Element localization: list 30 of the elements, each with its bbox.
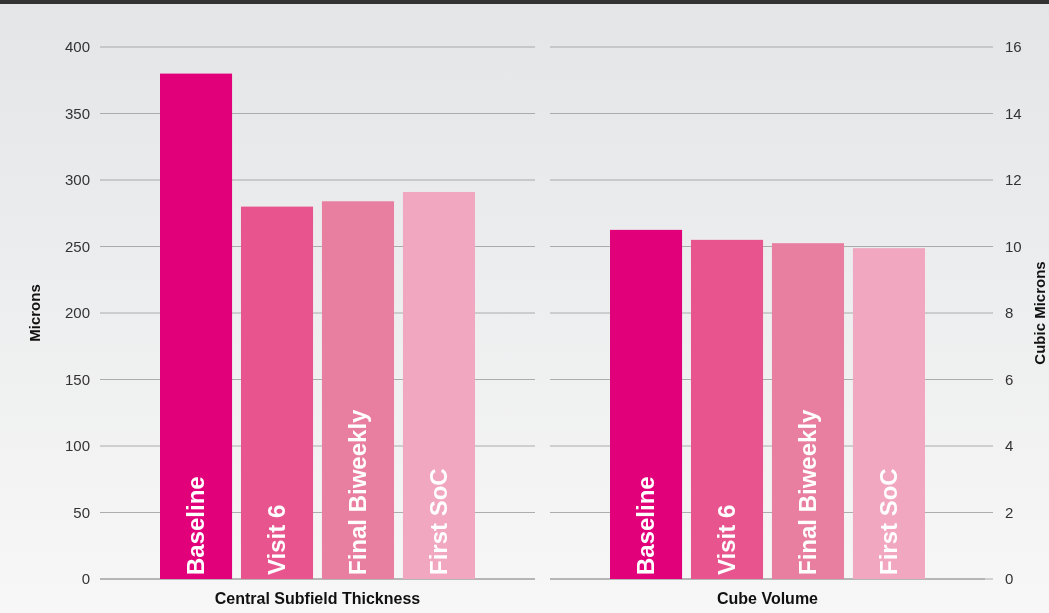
x-tick-label: First SoC — [875, 468, 903, 575]
y-tick-label: 250 — [64, 237, 90, 255]
y2-tick-label: 2 — [1005, 503, 1014, 521]
y-tick-label: 200 — [64, 304, 90, 322]
y2-tick-label: 10 — [1005, 237, 1022, 255]
y2-tick-label: 12 — [1005, 171, 1022, 189]
y-tick-label: 0 — [81, 570, 90, 588]
y-tick-label: 400 — [64, 38, 90, 56]
y-tick-label: 100 — [64, 437, 90, 455]
y2-tick-label: 4 — [1005, 437, 1014, 455]
y2-tick-label: 14 — [1005, 104, 1022, 122]
x-tick-label: First SoC — [425, 468, 453, 575]
y-axis-title: Microns — [26, 284, 44, 342]
x-axis-title: Central Subfield Thickness — [214, 590, 421, 607]
y2-tick-label: 0 — [1005, 570, 1014, 588]
y2-axis-title: Cubic Microns — [1031, 261, 1049, 365]
y2-tick-label: 6 — [1005, 370, 1014, 388]
y2-tick-label: 8 — [1005, 304, 1014, 322]
x-tick-label: Final Biweekly — [794, 408, 822, 575]
x-tick-label: Baseline — [632, 476, 660, 575]
y-tick-label: 150 — [64, 370, 90, 388]
x-tick-label: Baseline — [182, 476, 210, 575]
y-tick-label: 350 — [64, 104, 90, 122]
x-tick-label: Visit 6 — [713, 504, 741, 575]
x-tick-label: Final Biweekly — [344, 408, 372, 575]
y-tick-label: 50 — [73, 503, 90, 521]
x-tick-label: Visit 6 — [263, 504, 291, 575]
y2-tick-label: 16 — [1005, 38, 1022, 56]
y-tick-label: 300 — [64, 171, 90, 189]
x-axis-title: Cube Volume — [716, 590, 819, 607]
